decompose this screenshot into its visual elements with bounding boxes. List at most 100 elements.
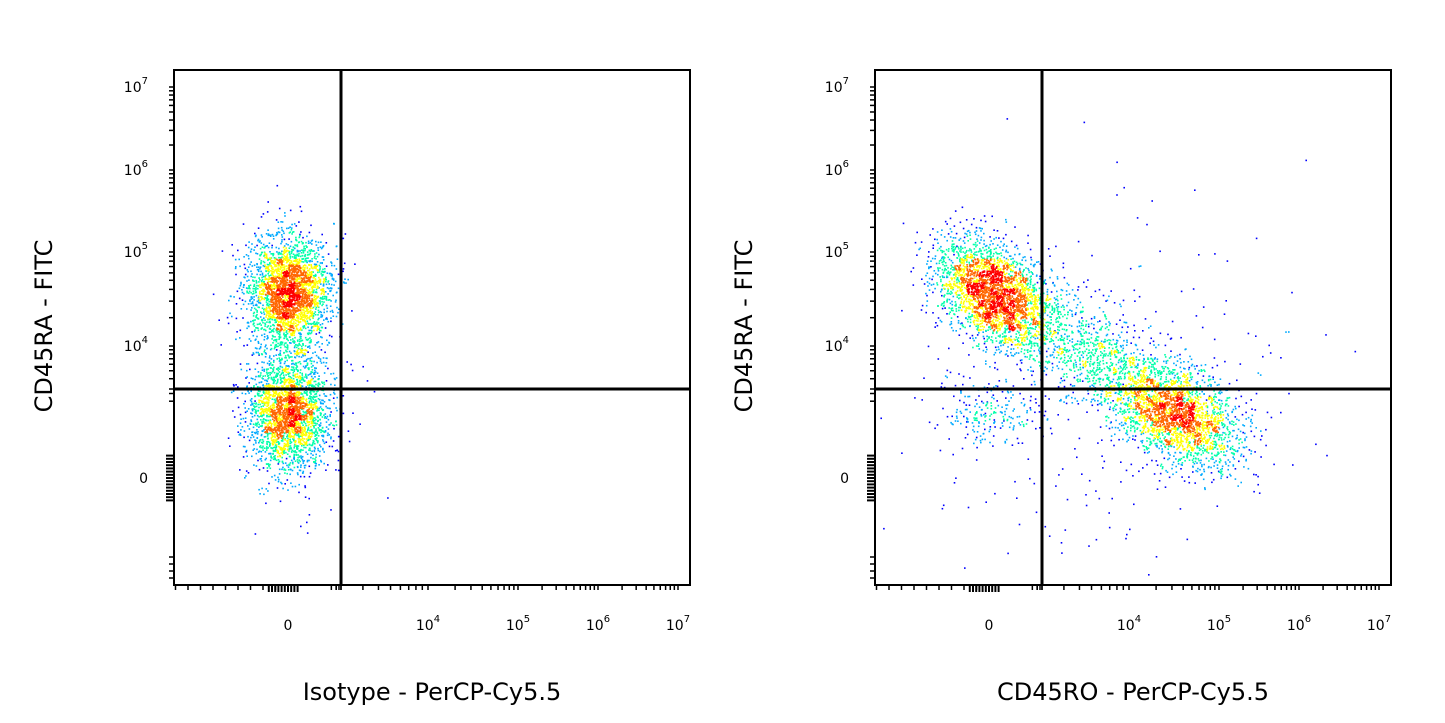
data-point (309, 274, 311, 276)
data-point (301, 301, 303, 304)
data-point (279, 277, 281, 280)
data-point (269, 415, 271, 418)
data-point (301, 397, 303, 399)
data-point (297, 285, 299, 287)
data-point (289, 473, 291, 476)
data-point (271, 338, 273, 340)
data-point (290, 314, 292, 317)
data-point (280, 280, 282, 283)
data-point (286, 464, 288, 467)
data-point (296, 472, 299, 474)
data-point (285, 257, 288, 260)
data-point (302, 424, 304, 426)
data-point (272, 431, 275, 434)
data-point (259, 254, 261, 257)
data-point (296, 250, 299, 253)
data-point (294, 309, 296, 312)
data-point (306, 362, 309, 364)
data-point (288, 350, 291, 353)
data-point (278, 360, 281, 362)
data-point (271, 279, 274, 282)
data-point (285, 331, 288, 333)
data-point (281, 407, 283, 409)
data-point (284, 307, 286, 309)
data-point (307, 253, 309, 256)
data-point (294, 413, 296, 416)
data-point (306, 418, 309, 420)
data-point (263, 247, 265, 249)
data-point (237, 406, 240, 409)
data-point (301, 290, 303, 293)
data-point (289, 379, 292, 381)
data-point (290, 269, 293, 271)
data-point (256, 317, 258, 319)
data-point (311, 281, 314, 283)
data-point (270, 259, 272, 262)
data-point (246, 291, 248, 294)
data-point (306, 294, 308, 297)
data-point (270, 303, 272, 306)
data-point (270, 300, 272, 303)
data-point (291, 329, 294, 332)
data-point (290, 252, 293, 255)
data-point (329, 287, 332, 289)
data-point (281, 425, 283, 427)
data-point (328, 299, 331, 301)
data-point (294, 292, 297, 294)
data-point (291, 231, 294, 233)
data-point (314, 380, 317, 383)
data-point (256, 335, 258, 338)
data-point (299, 379, 301, 382)
data-point (280, 310, 282, 313)
data-point (271, 430, 273, 432)
data-point (261, 487, 263, 490)
data-point (305, 305, 308, 308)
data-point (302, 314, 304, 316)
data-point (258, 348, 261, 350)
data-point (265, 395, 267, 398)
data-point (282, 296, 284, 298)
data-point (310, 429, 312, 432)
data-point (311, 258, 313, 260)
data-point (299, 266, 302, 269)
data-point (333, 223, 335, 225)
data-point (311, 288, 314, 290)
data-point (331, 275, 333, 277)
data-point (261, 318, 263, 321)
data-point (272, 379, 275, 381)
data-point (324, 351, 326, 354)
data-point (278, 335, 280, 338)
data-point (306, 308, 308, 311)
data-point (268, 293, 270, 295)
data-point (258, 439, 261, 442)
data-point (318, 317, 320, 320)
data-point (311, 433, 313, 435)
data-point (296, 354, 298, 357)
data-point (296, 272, 299, 275)
data-point (263, 298, 266, 301)
data-point (266, 362, 269, 365)
data-point (314, 265, 316, 268)
data-point (247, 287, 249, 290)
data-point (280, 385, 283, 387)
data-point (283, 267, 286, 270)
data-point (273, 296, 276, 298)
data-point (296, 287, 298, 289)
data-point (308, 249, 311, 252)
data-point (299, 300, 301, 303)
data-point (266, 402, 268, 405)
data-point (296, 465, 299, 468)
data-point (289, 430, 291, 433)
data-point (325, 297, 328, 299)
data-point (265, 285, 267, 287)
data-point (284, 294, 286, 297)
data-point (324, 277, 327, 280)
data-point (248, 382, 250, 384)
data-point (260, 324, 262, 326)
data-point (277, 450, 279, 452)
data-point (287, 438, 290, 441)
data-point (309, 417, 312, 420)
data-point (284, 420, 287, 423)
data-point (306, 304, 308, 307)
data-point (265, 306, 268, 309)
